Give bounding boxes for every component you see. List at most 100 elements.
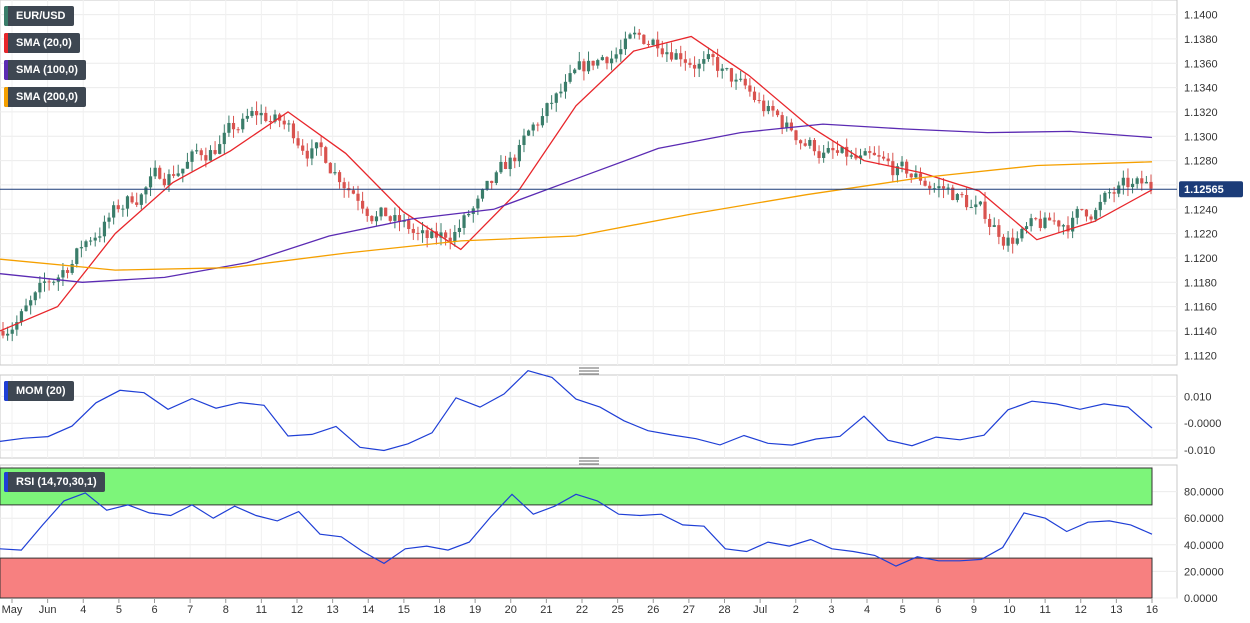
candle	[328, 162, 332, 174]
candle	[508, 151, 512, 177]
time-tick-label: 5	[116, 604, 122, 616]
candle	[780, 111, 784, 135]
candle	[702, 51, 706, 72]
price-tick-label: 1.1200	[1184, 253, 1218, 265]
price-tick-label: 1.1120	[1184, 350, 1217, 362]
candle	[1038, 210, 1042, 232]
candle	[250, 106, 254, 118]
candle	[609, 50, 614, 71]
candle	[881, 151, 886, 161]
candle	[162, 172, 166, 188]
candle	[785, 116, 789, 132]
candle	[42, 272, 47, 292]
candle	[692, 56, 697, 78]
candle	[503, 155, 508, 170]
candle	[356, 185, 360, 211]
candle	[135, 192, 139, 208]
candle	[614, 47, 618, 63]
candle	[125, 195, 130, 217]
candle	[582, 58, 586, 81]
candle	[789, 118, 793, 132]
candle	[185, 152, 190, 169]
sma100-label[interactable]: SMA (100,0)	[4, 60, 86, 80]
candle	[988, 213, 992, 236]
candle	[148, 167, 153, 197]
candle	[928, 181, 932, 195]
candle	[964, 187, 969, 211]
momentum-line	[0, 370, 1153, 452]
momentum-axis: 0.010 -0.0000 -0.010	[1184, 391, 1221, 457]
candle	[65, 267, 70, 279]
time-tick-label: 4	[80, 604, 86, 616]
instrument-label[interactable]: EUR/USD	[4, 6, 74, 26]
candle	[900, 156, 904, 173]
candle	[1126, 168, 1130, 197]
candle	[941, 178, 946, 199]
candle	[379, 206, 383, 221]
candle	[93, 232, 97, 247]
candle	[79, 240, 83, 258]
candle	[1080, 208, 1084, 211]
candle	[305, 143, 309, 167]
candle	[167, 169, 171, 192]
candle	[29, 295, 33, 315]
candle	[697, 58, 701, 78]
candle	[171, 165, 176, 179]
candle	[457, 219, 462, 238]
candle	[877, 145, 881, 165]
time-tick-label: 5	[900, 604, 906, 616]
candle	[932, 182, 936, 193]
rsi-tick-label: 40.0000	[1184, 540, 1224, 552]
candle	[393, 207, 397, 229]
candle	[287, 119, 291, 132]
candle	[1130, 178, 1135, 194]
rsi-axis: 80.0000 60.0000 40.0000 20.0000 0.0000	[1184, 487, 1224, 605]
candle	[384, 207, 388, 217]
candle	[222, 124, 226, 154]
sma20-label-text: SMA (20,0)	[16, 37, 72, 49]
candle	[1098, 194, 1102, 217]
candle	[665, 43, 669, 62]
candle	[1020, 227, 1024, 242]
time-tick-label: 9	[971, 604, 977, 616]
time-tick-label: 20	[505, 604, 517, 616]
time-tick-label: 7	[187, 604, 193, 616]
time-tick-label: 6	[935, 604, 941, 616]
candle	[646, 40, 651, 47]
candle	[130, 192, 134, 204]
candle	[1029, 213, 1033, 232]
candle	[324, 145, 328, 164]
candle	[951, 184, 955, 201]
resize-handle-momentum[interactable]	[579, 367, 599, 375]
candle	[1034, 217, 1038, 221]
rsi-tick-label: 80.0000	[1184, 487, 1224, 499]
candle	[264, 106, 268, 123]
rsi-oversold-zone	[0, 557, 1153, 599]
momentum-tick-label: 0.010	[1184, 391, 1212, 403]
rsi-tick-label: 0.0000	[1184, 593, 1218, 605]
rsi-label[interactable]: RSI (14,70,30,1)	[4, 472, 105, 492]
time-tick-label: 19	[469, 604, 481, 616]
sma20-label[interactable]: SMA (20,0)	[4, 33, 80, 53]
sma200-label-text: SMA (200,0)	[16, 91, 78, 103]
price-tick-label: 1.1180	[1184, 277, 1217, 289]
candle	[291, 120, 296, 144]
time-tick-label: 25	[612, 604, 624, 616]
time-tick-label: 22	[576, 604, 588, 616]
candle	[310, 139, 314, 166]
price-tick-label: 1.1360	[1184, 58, 1218, 70]
candle	[15, 315, 19, 336]
resize-handle-rsi[interactable]	[579, 457, 599, 465]
candle	[545, 102, 549, 123]
sma100-label-text: SMA (100,0)	[16, 64, 78, 76]
candle	[840, 146, 844, 154]
candle	[960, 191, 964, 198]
candle	[448, 228, 452, 250]
time-tick-label: 13	[327, 604, 339, 616]
candle	[868, 146, 872, 159]
price-tick-label: 1.1240	[1184, 204, 1218, 216]
momentum-label[interactable]: MOM (20)	[4, 381, 74, 401]
candle	[540, 108, 545, 128]
candle	[706, 47, 710, 62]
sma200-label[interactable]: SMA (200,0)	[4, 87, 86, 107]
